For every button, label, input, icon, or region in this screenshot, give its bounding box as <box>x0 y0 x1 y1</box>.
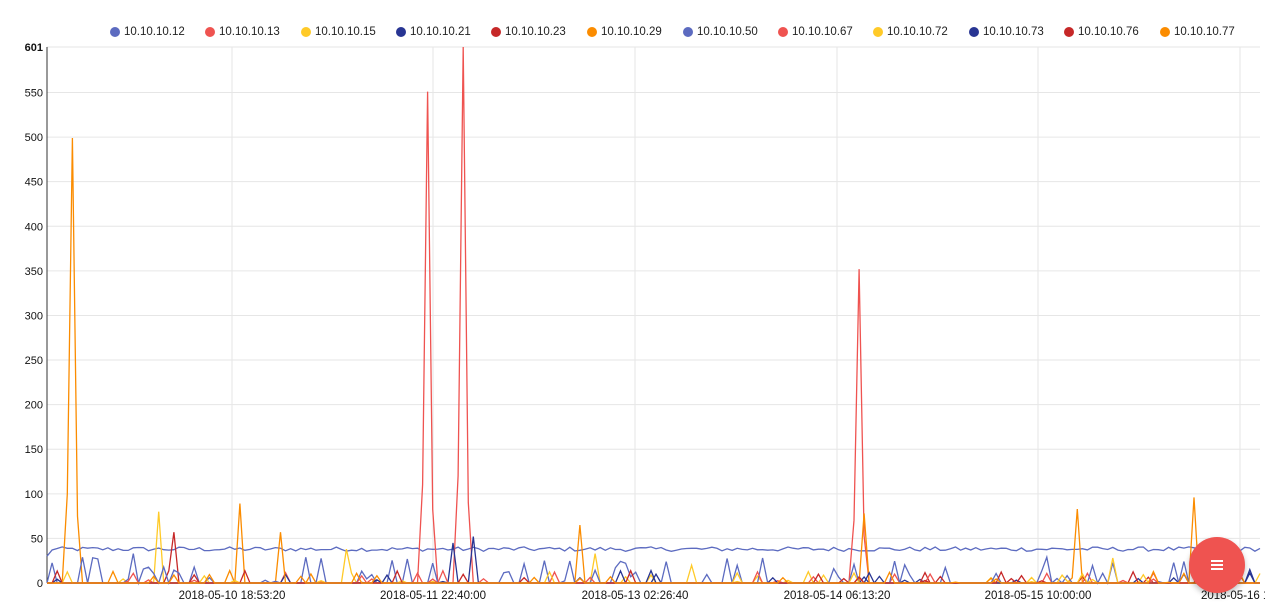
chart-legend: 10.10.10.12 10.10.10.13 10.10.10.15 10.10.1… <box>0 22 1265 42</box>
grid-lines <box>47 47 1260 583</box>
y-tick-label: 450 <box>25 177 43 189</box>
legend-marker-icon <box>969 27 979 37</box>
legend-label: 10.10.10.76 <box>1078 26 1139 38</box>
legend-marker-icon <box>396 27 406 37</box>
legend-marker-icon <box>1160 27 1170 37</box>
legend-label: 10.10.10.73 <box>983 26 1044 38</box>
legend-item[interactable]: 10.10.10.76 <box>1064 22 1139 42</box>
legend-marker-icon <box>110 27 120 37</box>
legend-label: 10.10.10.23 <box>505 26 566 38</box>
menu-icon <box>1211 560 1223 570</box>
series-line <box>47 547 1260 556</box>
x-tick-label: 2018-05-14 06:13:20 <box>784 590 891 602</box>
legend-marker-icon <box>205 27 215 37</box>
y-tick-label: 100 <box>25 489 43 501</box>
legend-marker-icon <box>873 27 883 37</box>
legend-label: 10.10.10.21 <box>410 26 471 38</box>
legend-label: 10.10.10.29 <box>601 26 662 38</box>
legend-item[interactable]: 10.10.10.13 <box>205 22 280 42</box>
legend-item[interactable]: 10.10.10.12 <box>110 22 185 42</box>
legend-marker-icon <box>587 27 597 37</box>
menu-fab-button[interactable] <box>1189 537 1245 593</box>
legend-item[interactable]: 10.10.10.77 <box>1160 22 1235 42</box>
legend-item[interactable]: 10.10.10.23 <box>491 22 566 42</box>
y-tick-label: 50 <box>31 533 43 545</box>
legend-label: 10.10.10.50 <box>697 26 758 38</box>
legend-label: 10.10.10.13 <box>219 26 280 38</box>
y-tick-label: 400 <box>25 221 43 233</box>
legend-item[interactable]: 10.10.10.72 <box>873 22 948 42</box>
y-axis: 0 50 100 150 200 250 300 350 400 450 500 550 601 <box>25 42 47 590</box>
y-tick-label: 300 <box>25 310 43 322</box>
legend-marker-icon <box>491 27 501 37</box>
legend-item[interactable]: 10.10.10.73 <box>969 22 1044 42</box>
x-tick-label: 2018-05-10 18:53:20 <box>179 590 286 602</box>
legend-label: 10.10.10.72 <box>887 26 948 38</box>
legend-label: 10.10.10.67 <box>792 26 853 38</box>
legend-marker-icon <box>778 27 788 37</box>
y-tick-label: 150 <box>25 444 43 456</box>
x-tick-label: 2018-05-11 22:40:00 <box>380 590 486 602</box>
x-axis: 2018-05-10 18:53:20 2018-05-11 22:40:00 20… <box>47 583 1265 602</box>
legend-item[interactable]: 10.10.10.15 <box>301 22 376 42</box>
legend-label: 10.10.10.15 <box>315 26 376 38</box>
legend-item[interactable]: 10.10.10.50 <box>683 22 758 42</box>
x-tick-label: 2018-05-13 02:26:40 <box>582 590 689 602</box>
legend-marker-icon <box>683 27 693 37</box>
y-tick-label: 250 <box>25 355 43 367</box>
legend-label: 10.10.10.77 <box>1174 26 1235 38</box>
legend-item[interactable]: 10.10.10.29 <box>587 22 662 42</box>
legend-marker-icon <box>1064 27 1074 37</box>
legend-item[interactable]: 10.10.10.21 <box>396 22 471 42</box>
y-tick-label: 0 <box>37 578 43 590</box>
y-tick-label: 601 <box>25 42 43 54</box>
legend-item[interactable]: 10.10.10.67 <box>778 22 853 42</box>
x-tick-label: 2018-05-15 10:00:00 <box>985 590 1092 602</box>
y-tick-label: 500 <box>25 132 43 144</box>
y-tick-label: 350 <box>25 266 43 278</box>
y-tick-label: 550 <box>25 87 43 99</box>
legend-marker-icon <box>301 27 311 37</box>
legend-label: 10.10.10.12 <box>124 26 185 38</box>
y-tick-label: 200 <box>25 400 43 412</box>
